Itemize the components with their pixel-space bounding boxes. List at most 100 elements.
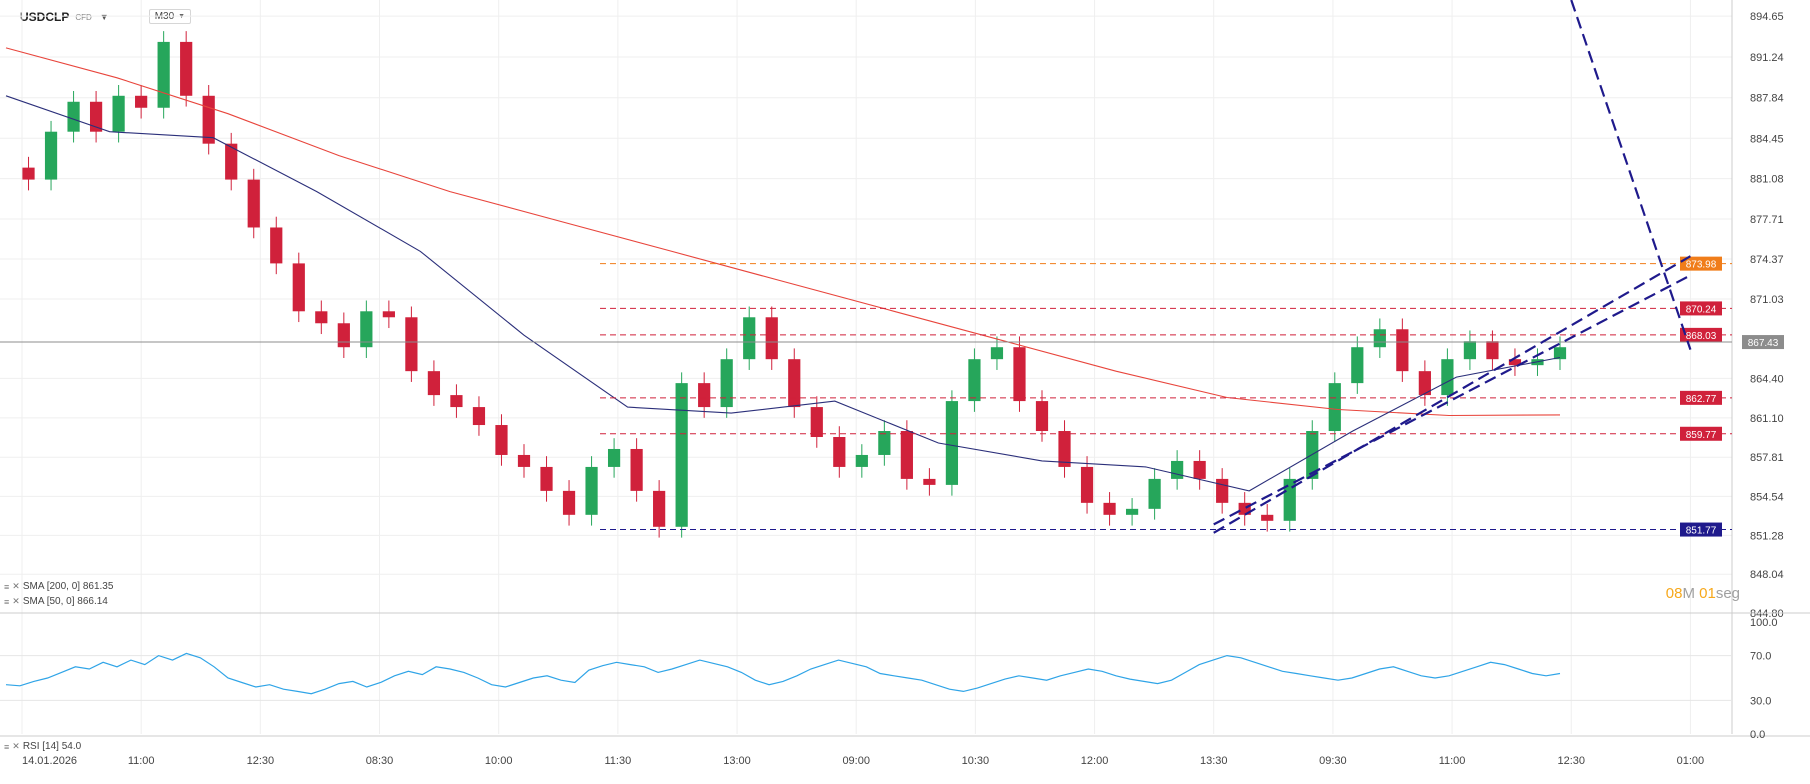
y-tick-label: 864.40 xyxy=(1750,373,1784,385)
candle-body xyxy=(135,95,148,108)
close-icon[interactable]: ✕ xyxy=(12,596,20,606)
y-tick-label: 894.65 xyxy=(1750,11,1784,23)
x-tick-label: 13:30 xyxy=(1200,755,1228,767)
candle-body xyxy=(1418,371,1431,396)
candle-body xyxy=(1261,514,1274,521)
candle-body xyxy=(157,41,170,108)
candle-body xyxy=(22,167,35,180)
price-level-tag xyxy=(1680,522,1722,537)
candle-body xyxy=(900,431,913,479)
candle-body xyxy=(337,323,350,348)
price-level-tag xyxy=(1742,335,1784,350)
price-level-label: 862.77 xyxy=(1686,394,1717,405)
candle-body xyxy=(202,95,215,144)
x-tick-label: 09:00 xyxy=(842,755,870,767)
candle-body xyxy=(1035,401,1049,432)
x-tick-label: 10:00 xyxy=(485,755,513,767)
candle-body xyxy=(1058,431,1071,467)
candle-body xyxy=(562,490,576,515)
candle-body xyxy=(1553,347,1567,360)
candle-body xyxy=(1013,347,1026,402)
candle-body xyxy=(44,131,58,180)
price-level-label: 851.77 xyxy=(1686,526,1717,537)
rsi-legend: ≡ ✕ RSI [14] 54.0 xyxy=(4,741,81,752)
candle-body xyxy=(743,317,756,360)
y-tick-label: 884.45 xyxy=(1750,133,1784,145)
rsi-tick-label: 100.0 xyxy=(1750,617,1778,629)
sma50-legend: ≡ ✕ SMA [50, 0] 866.14 xyxy=(4,596,108,607)
y-tick-label: 857.81 xyxy=(1750,452,1784,464)
y-tick-label: 871.03 xyxy=(1750,294,1784,306)
candle-body xyxy=(833,437,846,467)
candle-body xyxy=(1148,478,1161,509)
price-level-tag xyxy=(1680,426,1722,441)
candle-body xyxy=(89,101,103,132)
candle-body xyxy=(675,383,688,527)
candle-body xyxy=(1080,466,1094,503)
price-level-label: 859.77 xyxy=(1686,430,1717,441)
y-tick-label: 844.80 xyxy=(1750,608,1784,620)
y-tick-label: 854.54 xyxy=(1750,491,1784,503)
candle-body xyxy=(495,425,508,455)
candle-body xyxy=(878,431,891,455)
candle-body xyxy=(450,395,463,408)
rsi-tick-label: 70.0 xyxy=(1750,651,1771,663)
rsi-tick-label: 30.0 xyxy=(1750,695,1771,707)
candle-body xyxy=(698,383,711,408)
price-level-tag xyxy=(1680,327,1722,342)
y-tick-label: 874.37 xyxy=(1750,254,1784,266)
candle-body xyxy=(112,95,125,132)
candle-body xyxy=(1463,341,1477,360)
candle-body xyxy=(247,179,260,228)
x-tick-label: 13:00 xyxy=(723,755,751,767)
y-tick-label: 861.10 xyxy=(1750,413,1784,425)
x-tick-label: 09:30 xyxy=(1319,755,1347,767)
x-tick-label: 11:00 xyxy=(128,755,155,767)
candle-body xyxy=(382,311,395,318)
candle-body xyxy=(1351,347,1364,384)
rsi-label: RSI [14] 54.0 xyxy=(22,741,82,752)
timer-seconds-unit: seg xyxy=(1715,585,1740,602)
settings-icon[interactable]: ≡ xyxy=(4,581,10,592)
candle-body xyxy=(67,101,80,132)
candle-body xyxy=(990,347,1004,360)
y-tick-label: 881.08 xyxy=(1750,174,1784,186)
rsi-line xyxy=(5,652,1561,695)
candle-body xyxy=(1125,508,1139,515)
candle-body xyxy=(810,407,823,438)
candle-body xyxy=(270,227,283,264)
candle-countdown-timer: 08M 01seg xyxy=(1666,585,1740,602)
price-level-label: 873.98 xyxy=(1686,260,1717,271)
settings-icon[interactable]: ≡ xyxy=(4,741,10,752)
sma50-line xyxy=(5,95,1561,492)
y-tick-label: 891.24 xyxy=(1750,52,1784,64)
x-tick-label: 11:00 xyxy=(1439,755,1466,767)
x-tick-label: 14.01.2026 xyxy=(22,755,77,767)
x-tick-label: 12:30 xyxy=(1557,755,1585,767)
trendline xyxy=(1213,255,1691,534)
candle-body xyxy=(225,143,238,180)
close-icon[interactable]: ✕ xyxy=(12,741,20,751)
candle-body xyxy=(315,311,328,324)
candle-body xyxy=(945,401,959,485)
candle-body xyxy=(607,448,621,467)
candle-body xyxy=(292,263,305,312)
candle-body xyxy=(1193,460,1206,479)
candle-body xyxy=(1486,341,1499,360)
sma200-label: SMA [200, 0] 861.35 xyxy=(22,581,114,592)
candle-body xyxy=(180,41,193,96)
rsi-tick-label: 0.0 xyxy=(1750,729,1765,741)
candle-body xyxy=(585,466,598,515)
candle-body xyxy=(1171,460,1184,479)
y-tick-label: 851.28 xyxy=(1750,530,1784,542)
candle-body xyxy=(1328,383,1341,432)
y-tick-label: 877.71 xyxy=(1750,214,1784,226)
candle-body xyxy=(1508,359,1522,366)
candle-body xyxy=(653,490,666,527)
settings-icon[interactable]: ≡ xyxy=(4,596,10,607)
candle-body xyxy=(630,448,643,491)
x-tick-label: 08:30 xyxy=(366,755,394,767)
close-icon[interactable]: ✕ xyxy=(12,581,20,591)
